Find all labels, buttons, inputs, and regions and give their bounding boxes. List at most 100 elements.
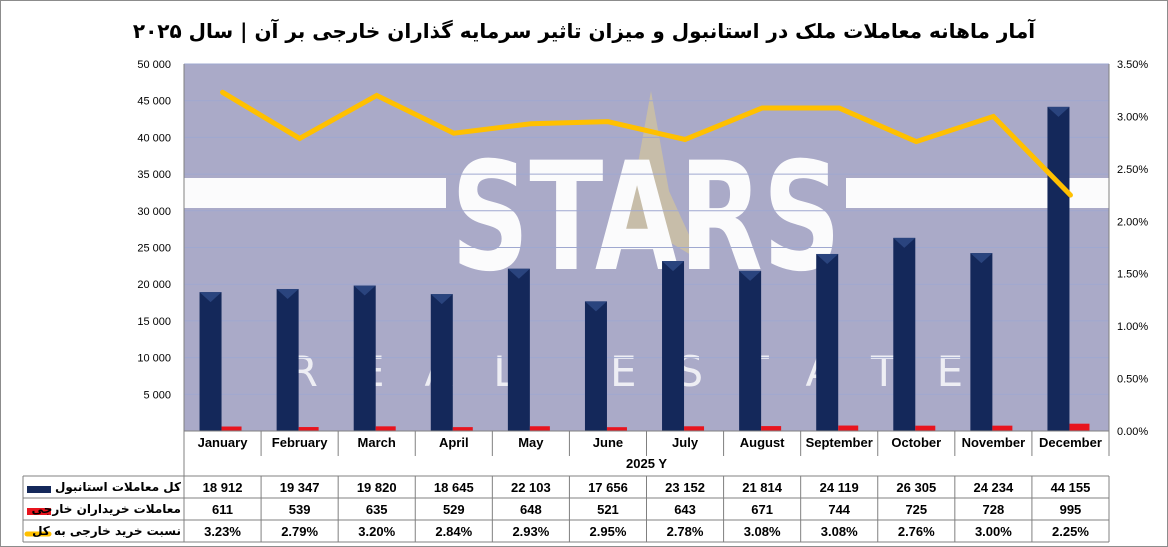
bar-total-august bbox=[739, 270, 782, 431]
y-left-tick-label: 20 000 bbox=[137, 279, 171, 291]
x-tick-label-december: December bbox=[1039, 435, 1102, 450]
bar-total-october bbox=[893, 237, 936, 431]
bar-foreign bbox=[915, 425, 936, 431]
y-right-tick-label: 0.50% bbox=[1117, 374, 1148, 386]
table-cell: 2.76% bbox=[898, 524, 935, 539]
y-right-tick-label: 2.00% bbox=[1117, 216, 1148, 228]
y-right-tick-label: 2.50% bbox=[1117, 164, 1148, 176]
table-cell: 539 bbox=[289, 502, 311, 517]
bar-foreign bbox=[761, 426, 782, 431]
table-cell: 671 bbox=[751, 502, 773, 517]
bar-total-september bbox=[816, 253, 859, 431]
bar-total-march bbox=[353, 285, 396, 431]
table-cell: 2.95% bbox=[590, 524, 627, 539]
bar-total-bevel bbox=[276, 288, 299, 299]
bar-total bbox=[739, 270, 762, 431]
bar-total-bevel bbox=[739, 270, 762, 281]
table-cell: 2.79% bbox=[281, 524, 318, 539]
bar-total-bevel bbox=[430, 294, 453, 305]
bar-total-bevel bbox=[662, 261, 685, 272]
x-tick-label-february: February bbox=[272, 435, 328, 450]
x-tick-label-january: January bbox=[198, 435, 249, 450]
bar-total bbox=[507, 268, 530, 431]
bar-foreign bbox=[221, 426, 242, 431]
bar-total-january bbox=[199, 292, 242, 431]
y-right-tick-label: 0.00% bbox=[1117, 426, 1148, 438]
bar-foreign bbox=[838, 425, 859, 431]
table-cell: 648 bbox=[520, 502, 542, 517]
x-tick-label-july: July bbox=[672, 435, 699, 450]
table-cell: 18 912 bbox=[203, 480, 243, 495]
bar-total-bevel bbox=[353, 285, 376, 296]
table-cell: 24 119 bbox=[820, 480, 859, 495]
bar-total bbox=[353, 285, 376, 431]
table-cell: 611 bbox=[212, 502, 233, 517]
bar-total-february bbox=[276, 288, 319, 431]
line-ratio bbox=[220, 89, 1073, 198]
y-right-tick-label: 1.00% bbox=[1117, 321, 1148, 333]
y-left-tick-label: 10 000 bbox=[137, 353, 171, 365]
chart-title: آمار ماهانه معاملات ملک در استانبول و می… bbox=[132, 19, 1036, 43]
bar-total-bevel bbox=[1047, 106, 1070, 117]
table-cell: 744 bbox=[828, 502, 850, 517]
bar-total bbox=[662, 261, 685, 431]
x-tick-label-may: May bbox=[518, 435, 544, 450]
x-tick-label-november: November bbox=[962, 435, 1026, 450]
table-cell: 2.84% bbox=[435, 524, 472, 539]
y-left-tick-label: 25 000 bbox=[137, 243, 171, 255]
bar-total-april bbox=[430, 294, 473, 431]
table-cell: 3.23% bbox=[204, 524, 241, 539]
x-tick-label-march: March bbox=[358, 435, 396, 450]
table-cell: 725 bbox=[905, 502, 927, 517]
table-cell: 3.20% bbox=[358, 524, 395, 539]
x-tick-label-august: August bbox=[740, 435, 785, 450]
bar-foreign bbox=[1069, 423, 1090, 431]
bar-total bbox=[1047, 106, 1070, 432]
watermark-subtext: REAL ESTATE bbox=[289, 347, 1003, 396]
table-cell: 728 bbox=[983, 502, 1005, 517]
bar-total bbox=[584, 301, 607, 431]
table-cell: 21 814 bbox=[742, 480, 783, 495]
y-right-tick-label: 1.50% bbox=[1117, 269, 1148, 281]
y-left-tick-label: 40 000 bbox=[137, 132, 171, 144]
table-cell: 521 bbox=[597, 502, 619, 517]
y-left-tick-label: 35 000 bbox=[137, 169, 171, 181]
bar-total-bevel bbox=[970, 253, 993, 264]
x-tick-label-april: April bbox=[439, 435, 469, 450]
y-left-tick-label: 5 000 bbox=[143, 389, 171, 401]
bar-total bbox=[430, 294, 453, 431]
bar-total-november bbox=[970, 253, 1013, 431]
x-tick-label-october: October bbox=[891, 435, 941, 450]
table-cell: 3.08% bbox=[821, 524, 858, 539]
bar-foreign bbox=[452, 427, 473, 431]
table-cell: 23 152 bbox=[665, 480, 705, 495]
x-tick-label-june: June bbox=[593, 435, 623, 450]
bar-total-bevel bbox=[584, 301, 607, 312]
legend-key-bar bbox=[27, 508, 51, 515]
table-cell: 2.78% bbox=[667, 524, 704, 539]
table-cell: 19 820 bbox=[357, 480, 397, 495]
table-cell: 635 bbox=[366, 502, 388, 517]
legend-label: معاملات خریداران خارجی bbox=[32, 502, 181, 516]
bar-total-may bbox=[507, 268, 550, 431]
bar-total-bevel bbox=[816, 253, 839, 264]
bar-total bbox=[970, 253, 993, 431]
watermark-star bbox=[601, 91, 701, 261]
y-right-tick-label: 3.50% bbox=[1117, 59, 1148, 71]
table-cell: 2.25% bbox=[1052, 524, 1089, 539]
bar-foreign bbox=[992, 425, 1013, 431]
legend-label: نسبت خرید خارجی به کل bbox=[32, 524, 181, 538]
watermark-stripe bbox=[184, 178, 446, 208]
table-cell: 22 103 bbox=[511, 480, 551, 495]
table-cell: 44 155 bbox=[1051, 480, 1091, 495]
bar-total-bevel bbox=[199, 292, 222, 303]
table-cell: 17 656 bbox=[588, 480, 628, 495]
bar-total bbox=[893, 237, 916, 431]
y-left-tick-label: 50 000 bbox=[137, 59, 171, 71]
table-cell: 24 234 bbox=[973, 480, 1014, 495]
x-tick-label-september: September bbox=[806, 435, 873, 450]
table-cell: 995 bbox=[1060, 502, 1082, 517]
